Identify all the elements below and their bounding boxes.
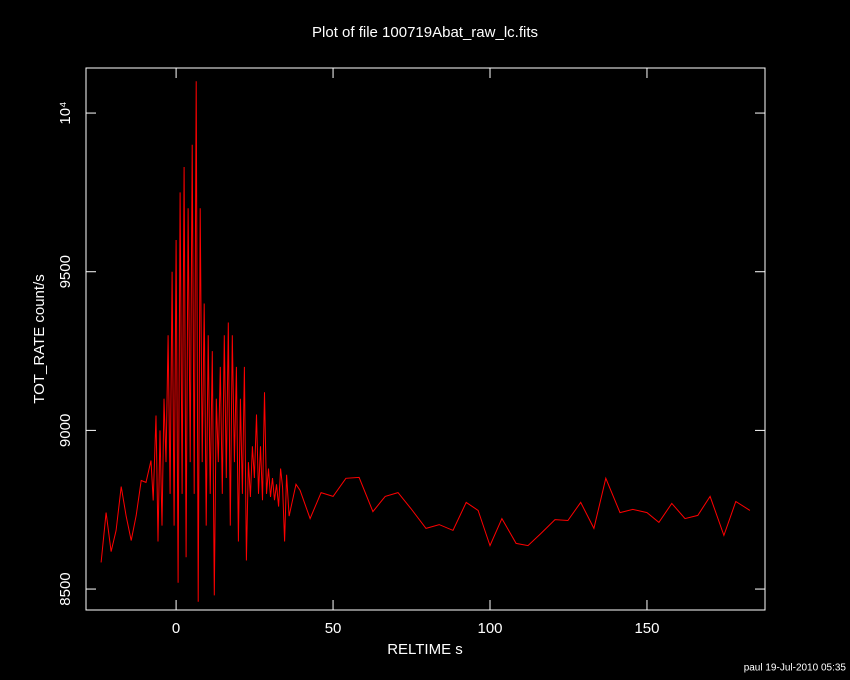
x-axis-label: RELTIME s — [387, 641, 463, 658]
y-tick-label: 9000 — [57, 414, 74, 447]
y-tick-label: 10⁴ — [57, 101, 74, 124]
x-tick-label: 0 — [172, 620, 180, 637]
x-tick-label: 100 — [477, 620, 502, 637]
y-tick-label: 9500 — [57, 255, 74, 288]
chart-title: Plot of file 100719Abat_raw_lc.fits — [312, 24, 538, 41]
x-tick-label: 50 — [325, 620, 342, 637]
y-axis-label: TOT_RATE count/s — [31, 274, 48, 404]
light-curve — [100, 81, 751, 602]
footer: paul 19-Jul-2010 05:35 — [744, 663, 847, 674]
y-tick-label: 8500 — [57, 572, 74, 605]
x-tick-label: 150 — [634, 620, 659, 637]
plot-frame — [85, 67, 766, 611]
